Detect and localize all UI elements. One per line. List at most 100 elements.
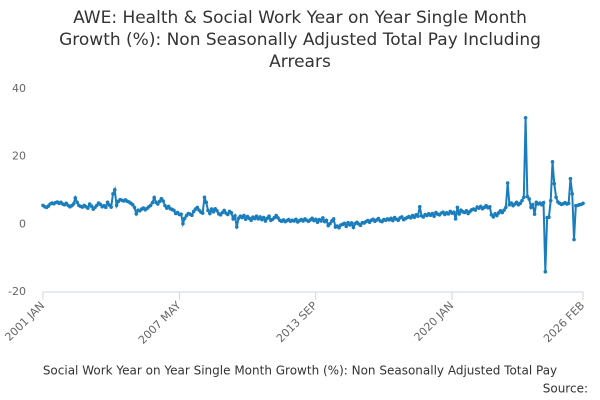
point <box>103 205 108 210</box>
point <box>222 208 226 213</box>
point <box>130 202 135 207</box>
point <box>491 215 496 219</box>
point <box>400 215 404 219</box>
point <box>324 218 329 223</box>
point <box>86 206 90 210</box>
point <box>509 201 514 205</box>
point <box>73 196 78 200</box>
point <box>202 195 207 200</box>
y-tick-label: 40 <box>12 82 26 95</box>
point <box>570 192 575 196</box>
point <box>541 200 546 205</box>
point <box>209 207 214 211</box>
point <box>455 205 460 210</box>
point <box>132 205 137 210</box>
point <box>432 214 436 219</box>
point <box>487 204 492 209</box>
point <box>150 200 155 205</box>
point <box>391 218 395 223</box>
point <box>554 195 558 200</box>
point <box>134 212 139 216</box>
point <box>518 201 523 206</box>
point <box>89 204 94 208</box>
point <box>349 221 354 225</box>
point <box>109 205 113 209</box>
point <box>430 211 435 216</box>
y-tick-label: -20 <box>8 285 26 298</box>
chart-title: AWE: Health & Social Work Year on Year S… <box>73 8 527 28</box>
x-tick-label: 2001 JAN <box>2 299 47 344</box>
point <box>179 212 183 216</box>
point <box>200 211 205 215</box>
point <box>148 203 153 208</box>
point <box>521 195 526 200</box>
point <box>111 192 115 196</box>
point <box>504 205 508 210</box>
point <box>572 237 576 242</box>
point <box>547 215 551 220</box>
y-tick-label: 20 <box>12 150 26 163</box>
point <box>267 214 271 219</box>
point <box>417 204 422 209</box>
footer-title: Social Work Year on Year Single Month Gr… <box>43 364 557 378</box>
point <box>532 212 537 216</box>
point <box>112 188 117 192</box>
point <box>319 219 323 223</box>
point <box>530 202 535 207</box>
point <box>529 205 533 210</box>
point <box>473 208 478 212</box>
point <box>254 214 259 219</box>
point <box>215 209 219 213</box>
x-tick-label: 2013 SEP <box>274 299 320 345</box>
point <box>552 181 557 186</box>
point <box>527 197 531 201</box>
point <box>157 199 162 204</box>
x-tick-label: 2007 MAY <box>136 299 184 347</box>
point <box>344 224 348 229</box>
y-tick-label: 0 <box>19 217 26 230</box>
point <box>263 219 268 223</box>
point <box>71 202 76 206</box>
point <box>208 211 212 216</box>
point <box>581 201 585 206</box>
point <box>328 221 332 226</box>
point <box>243 217 248 222</box>
point <box>181 221 185 226</box>
point <box>229 211 234 215</box>
point <box>520 198 524 203</box>
point <box>548 198 553 203</box>
point <box>566 201 571 206</box>
point <box>231 217 235 221</box>
point <box>249 218 253 223</box>
point <box>225 212 230 217</box>
point <box>342 221 347 226</box>
chart-title: Arrears <box>269 52 331 72</box>
point <box>416 214 420 219</box>
point <box>204 200 209 205</box>
point <box>258 215 262 219</box>
point <box>523 115 528 120</box>
x-tick-label: 2020 JAN <box>412 299 457 344</box>
point <box>234 225 239 229</box>
point <box>156 202 160 206</box>
point <box>182 216 187 221</box>
point <box>261 215 266 220</box>
point <box>568 176 573 181</box>
point <box>337 225 341 230</box>
point <box>190 213 194 217</box>
point <box>233 214 237 218</box>
point <box>195 205 200 210</box>
point <box>453 217 458 221</box>
point <box>495 213 499 218</box>
point <box>172 208 176 213</box>
point <box>351 225 356 230</box>
point <box>105 200 110 205</box>
point <box>502 208 506 212</box>
point <box>505 181 510 185</box>
point <box>114 203 119 208</box>
point <box>321 216 325 220</box>
point <box>331 217 336 221</box>
source: Source: <box>543 382 588 396</box>
x-tick-label: 2026 FEB <box>541 299 587 345</box>
